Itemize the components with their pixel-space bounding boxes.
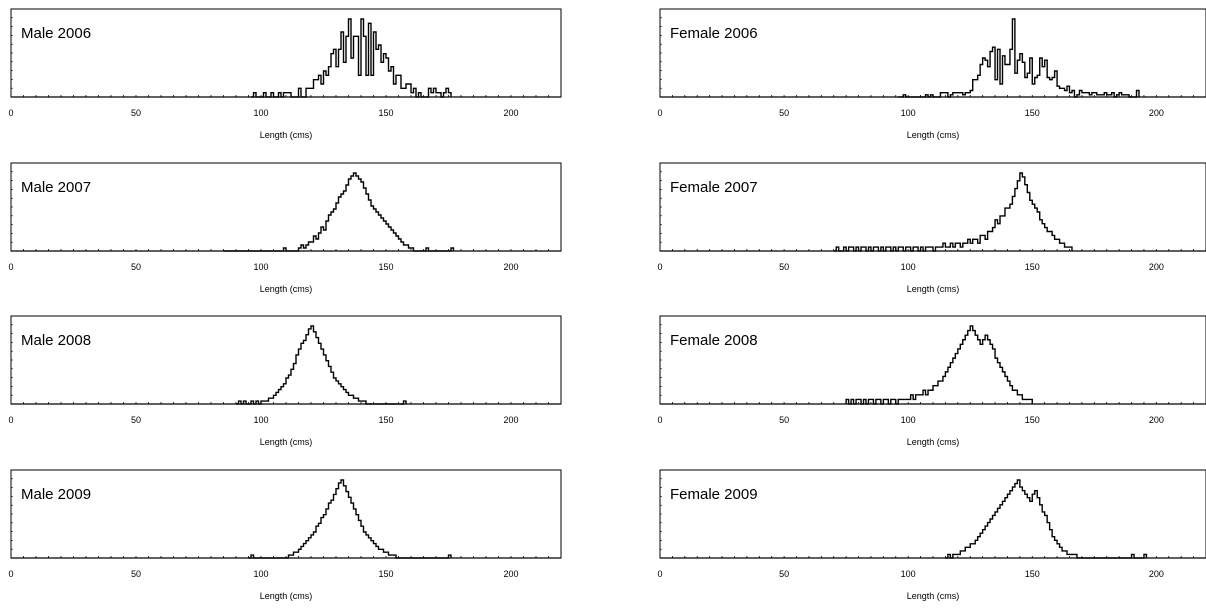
x-tick-label: 200 (1149, 415, 1164, 425)
x-tick-label: 50 (131, 569, 141, 579)
panel-frame (659, 162, 1206, 252)
x-axis-label: Length (cms) (260, 284, 313, 294)
x-axis-label: Length (cms) (907, 284, 960, 294)
x-tick-label: 0 (657, 569, 662, 579)
histogram-outline (945, 479, 1148, 559)
x-tick-label: 50 (131, 415, 141, 425)
x-tick-label: 200 (503, 415, 518, 425)
panel-3: 0 50 100 150 200 Length (cms) Female 2007 (657, 162, 1206, 294)
x-tick-label: 0 (657, 108, 662, 118)
x-tick-label: 150 (1025, 415, 1040, 425)
histogram-outline (251, 18, 452, 98)
histogram-outline (845, 325, 1033, 405)
x-tick-label: 150 (378, 415, 393, 425)
panel-frame (659, 8, 1206, 98)
x-tick-label: 0 (657, 262, 662, 272)
x-tick-label: 0 (657, 415, 662, 425)
x-axis-label: Length (cms) (260, 130, 313, 140)
x-tick-label: 50 (779, 415, 789, 425)
x-tick-label: 0 (8, 569, 13, 579)
panel-frame (659, 469, 1206, 559)
panel-frame (10, 162, 562, 252)
panel-0: 0 50 100 150 200 Length (cms) Male 2006 (8, 8, 562, 140)
x-tick-label: 50 (131, 108, 141, 118)
panel-6: 0 50 100 150 200 Length (cms) Male 2009 (8, 469, 562, 601)
x-tick-label: 100 (901, 108, 916, 118)
panel-title: Female 2009 (670, 486, 758, 503)
panel-frame (10, 8, 562, 98)
x-tick-label: 0 (8, 415, 13, 425)
x-axis-label: Length (cms) (260, 437, 313, 447)
x-axis-label: Length (cms) (907, 130, 960, 140)
x-tick-label: 0 (8, 262, 13, 272)
x-tick-label: 150 (378, 262, 393, 272)
panel-title: Male 2009 (21, 486, 91, 503)
x-tick-label: 50 (131, 262, 141, 272)
panel-title: Male 2007 (21, 179, 91, 196)
x-tick-label: 100 (253, 415, 268, 425)
panel-frame (10, 315, 562, 405)
x-tick-label: 100 (901, 415, 916, 425)
histogram-outline (833, 172, 1073, 252)
x-tick-label: 150 (1025, 569, 1040, 579)
panel-4: 0 50 100 150 200 Length (cms) Male 2008 (8, 315, 562, 447)
panel-1: 0 50 100 150 200 Length (cms) Female 2006 (657, 8, 1206, 140)
x-tick-label: 150 (1025, 262, 1040, 272)
panel-title: Male 2006 (21, 25, 91, 42)
x-tick-label: 150 (1025, 108, 1040, 118)
x-tick-label: 50 (779, 569, 789, 579)
panel-title: Female 2006 (670, 25, 758, 42)
x-tick-label: 100 (901, 569, 916, 579)
x-tick-label: 200 (1149, 108, 1164, 118)
histogram-outline (248, 479, 452, 559)
x-tick-label: 200 (1149, 262, 1164, 272)
x-tick-label: 0 (8, 108, 13, 118)
x-tick-label: 50 (779, 262, 789, 272)
x-tick-label: 150 (378, 569, 393, 579)
x-axis-label: Length (cms) (260, 591, 313, 601)
x-tick-label: 100 (253, 108, 268, 118)
panel-title: Male 2008 (21, 332, 91, 349)
x-tick-label: 150 (378, 108, 393, 118)
panel-title: Female 2008 (670, 332, 758, 349)
x-tick-label: 100 (901, 262, 916, 272)
histogram-outline (236, 325, 407, 405)
x-tick-label: 200 (503, 108, 518, 118)
x-axis-label: Length (cms) (907, 437, 960, 447)
x-tick-label: 200 (503, 262, 518, 272)
panel-7: 0 50 100 150 200 Length (cms) Female 2009 (657, 469, 1206, 601)
x-tick-label: 100 (253, 569, 268, 579)
x-axis-label: Length (cms) (907, 591, 960, 601)
panel-2: 0 50 100 150 200 Length (cms) Male 2007 (8, 162, 562, 294)
panel-5: 0 50 100 150 200 Length (cms) Female 2008 (657, 315, 1206, 447)
x-tick-label: 200 (503, 569, 518, 579)
panel-title: Female 2007 (670, 179, 758, 196)
histogram-outline (223, 172, 455, 252)
x-tick-label: 200 (1149, 569, 1164, 579)
histogram-outline (898, 18, 1140, 98)
x-tick-label: 50 (779, 108, 789, 118)
x-tick-label: 100 (253, 262, 268, 272)
panel-frame (10, 469, 562, 559)
